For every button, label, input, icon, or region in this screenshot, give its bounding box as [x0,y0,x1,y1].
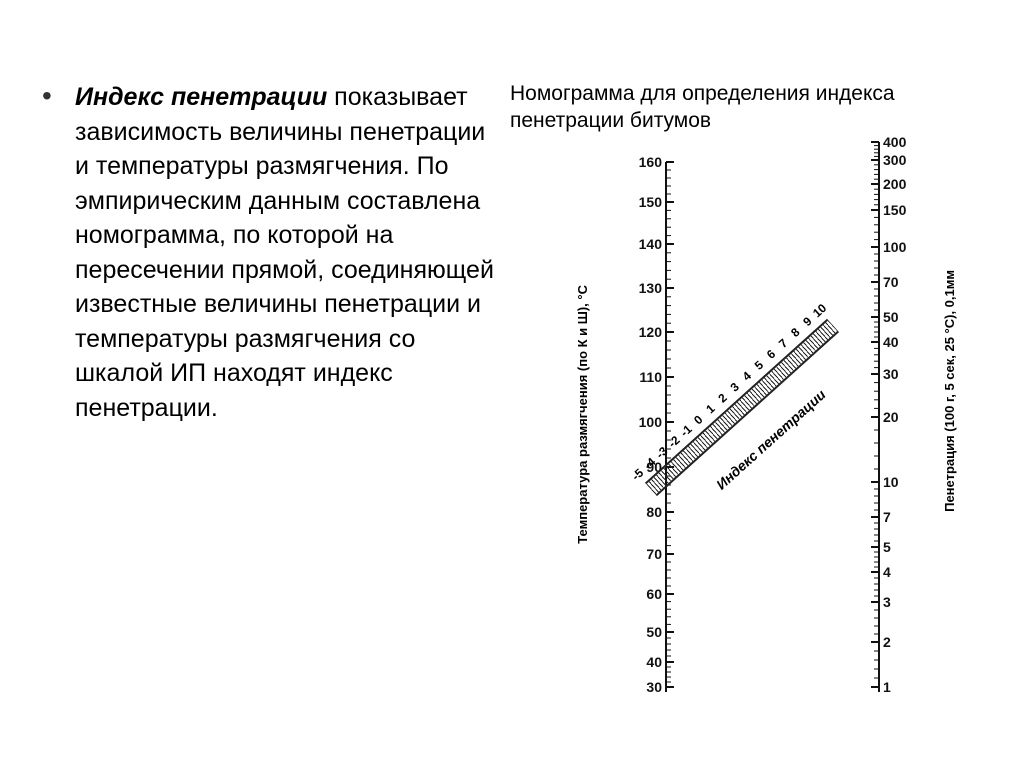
svg-text:200: 200 [883,176,907,192]
figure-column: Номограмма для определения индекса пенет… [500,80,994,737]
definition-paragraph: Индекс пенетрации показывает зависимость… [75,80,500,425]
svg-text:160: 160 [639,155,663,170]
svg-text:30: 30 [883,366,899,382]
nomogram: Температура размягчения (по К и Ш), °C П… [520,155,960,685]
svg-text:150: 150 [883,202,907,218]
svg-text:150: 150 [639,194,663,210]
svg-text:4: 4 [883,564,891,580]
svg-text:40: 40 [646,654,662,670]
svg-text:60: 60 [646,586,662,602]
svg-text:20: 20 [883,409,899,425]
left-axis-label: Температура размягчения (по К и Ш), °C [575,285,590,544]
svg-text:10: 10 [883,474,899,490]
svg-text:70: 70 [883,274,899,290]
svg-text:80: 80 [646,504,662,520]
svg-text:300: 300 [883,152,907,168]
svg-text:110: 110 [639,369,662,385]
svg-text:50: 50 [883,309,899,325]
text-column: Индекс пенетрации показывает зависимость… [30,80,500,737]
svg-text:140: 140 [639,236,663,252]
right-axis-label: Пенетрация (100 г, 5 сек, 25 °C), 0,1мм [942,270,957,512]
right-axis: 400 300 200 150 100 70 50 40 30 20 10 7 5 4 3 2 1 [855,135,915,700]
svg-text:120: 120 [639,324,663,340]
svg-text:2: 2 [883,634,891,650]
svg-text:400: 400 [883,135,907,150]
figure-title: Номограмма для определения индекса пенет… [510,80,994,135]
svg-text:70: 70 [646,546,662,562]
svg-text:3: 3 [883,594,891,610]
svg-text:5: 5 [883,539,891,555]
svg-text:1: 1 [883,679,891,695]
svg-text:40: 40 [883,334,899,350]
body-text: показывает зависимость величины пенетрац… [75,83,494,422]
svg-text:100: 100 [639,414,663,430]
term: Индекс пенетрации [75,83,327,111]
svg-text:50: 50 [646,624,662,640]
svg-text:7: 7 [883,509,891,525]
svg-text:130: 130 [639,280,663,296]
svg-text:30: 30 [646,679,662,695]
svg-text:100: 100 [883,239,907,255]
